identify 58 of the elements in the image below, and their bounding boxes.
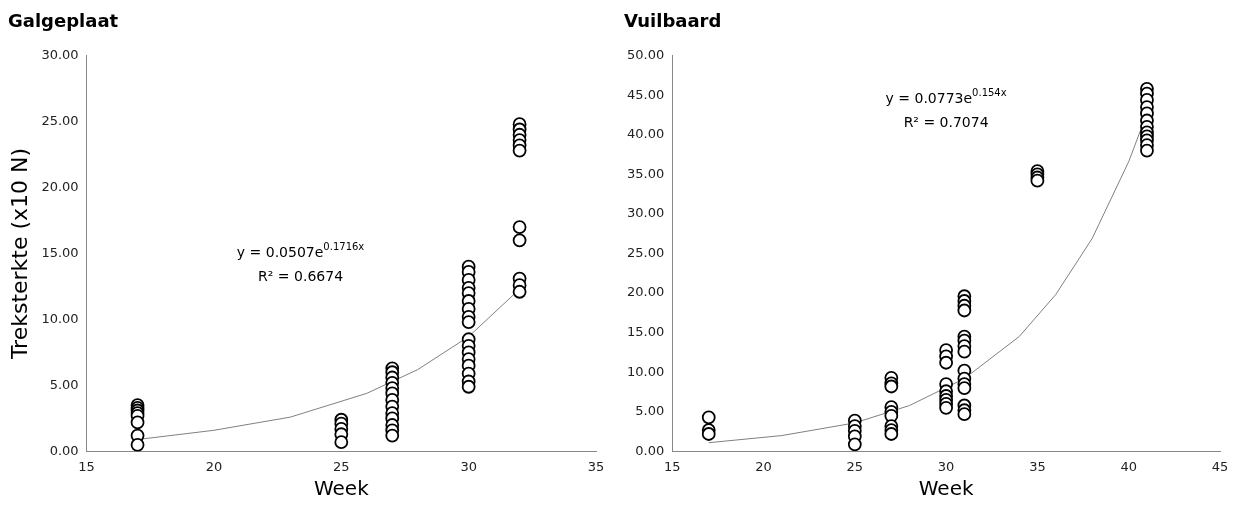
point	[957, 381, 972, 395]
x-tick-label: 15	[663, 458, 681, 474]
point	[957, 407, 972, 422]
y-tick-label: 35.00	[627, 165, 665, 181]
y-tick-label: 20.00	[41, 178, 79, 194]
x-tick-label: 40	[1120, 458, 1137, 474]
x-tick-label: 20	[205, 458, 223, 474]
point	[512, 233, 527, 248]
y-tick-label: 30.00	[41, 46, 79, 62]
point	[847, 437, 862, 452]
x-tick-label: 25	[333, 458, 350, 474]
annotation: R² = 0.7074	[903, 113, 989, 130]
point	[884, 427, 899, 441]
point	[957, 344, 972, 359]
point	[512, 220, 527, 235]
x-tick-label: 45	[1211, 458, 1229, 474]
point	[701, 427, 716, 441]
chart-title: Vuilbaard	[624, 10, 722, 32]
x-tick-label: 30	[937, 458, 955, 474]
y-tick-label: 50.00	[627, 46, 665, 62]
point	[1140, 143, 1154, 158]
y-tick-label: 25.00	[627, 244, 665, 260]
point	[334, 435, 349, 450]
y-tick-label: 0.00	[49, 442, 79, 458]
y-tick-label: 10.00	[627, 363, 665, 379]
y-axis-title: Treksterkte (x10 N)	[6, 147, 32, 361]
point	[130, 415, 145, 430]
y-tick-label: 30.00	[627, 205, 665, 221]
point	[461, 379, 476, 394]
y-tick-label: 5.00	[49, 376, 79, 392]
point	[130, 437, 145, 452]
x-tick-label: 35	[587, 458, 605, 474]
y-tick-label: 25.00	[41, 112, 79, 128]
y-tick-label: 20.00	[627, 284, 665, 300]
x-tick-label: 25	[846, 458, 864, 474]
y-tick-label: 40.00	[627, 126, 665, 142]
x-tick-label: 30	[460, 458, 477, 474]
x-axis-title: Week	[313, 476, 370, 501]
y-tick-label: 5.00	[635, 403, 665, 419]
x-tick-label: 20	[755, 458, 772, 474]
y-tick-label: 15.00	[41, 244, 79, 260]
y-tick-label: 45.00	[627, 86, 665, 102]
point	[385, 428, 400, 443]
x-tick-label: 15	[78, 458, 95, 474]
point	[461, 315, 476, 330]
x-tick-label: 35	[1029, 458, 1046, 474]
y-tick-label: 10.00	[41, 310, 79, 326]
point	[939, 355, 954, 370]
point	[957, 303, 972, 318]
annotation: R² = 0.6674	[258, 268, 344, 285]
y-tick-label: 15.00	[627, 324, 665, 340]
x-axis-title: Week	[918, 476, 974, 501]
y-tick-label: 0.00	[635, 442, 665, 458]
point	[939, 400, 954, 415]
point	[701, 410, 716, 425]
point	[512, 143, 527, 158]
point	[512, 284, 527, 299]
chart-title: Galgeplaat	[8, 10, 119, 32]
